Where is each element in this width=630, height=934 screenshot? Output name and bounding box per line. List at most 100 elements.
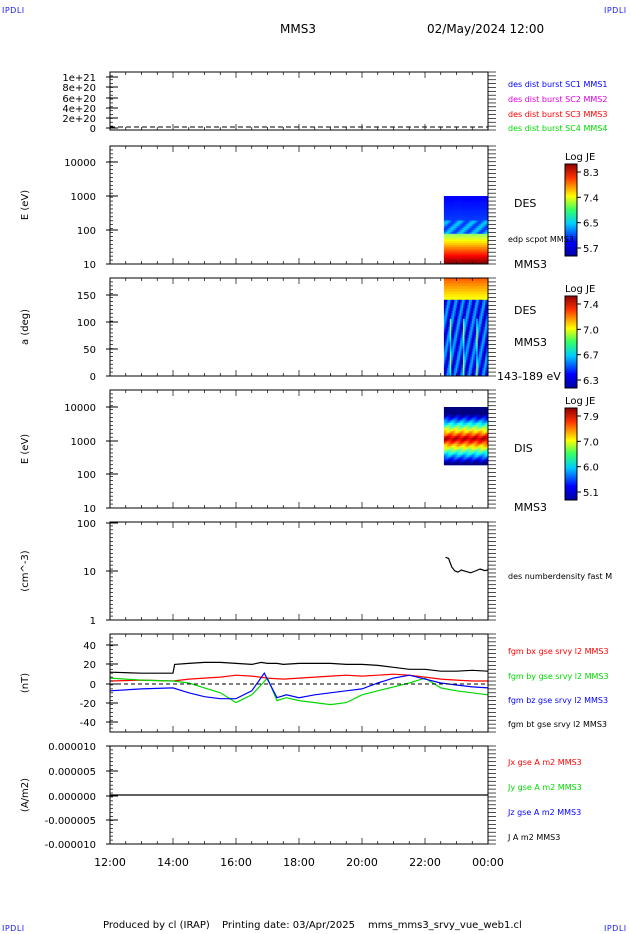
heatmap-cell — [485, 252, 487, 255]
heatmap-cell — [458, 440, 461, 443]
heatmap-cell — [458, 220, 461, 223]
heatmap-cell — [445, 327, 448, 331]
heatmap-cell — [465, 280, 468, 284]
heatmap-cell — [454, 258, 456, 261]
heatmap-cell — [464, 408, 467, 411]
heatmap-cell — [486, 283, 489, 287]
heatmap-cell — [461, 305, 464, 309]
heatmap-cell — [483, 416, 486, 419]
heatmap-cell — [448, 408, 451, 411]
heatmap-cell — [455, 283, 458, 287]
heatmap-cell — [449, 245, 452, 248]
heatmap-cell — [483, 367, 486, 371]
heatmap-cell — [449, 439, 452, 442]
heatmap-cell — [463, 455, 465, 458]
heatmap-cell — [454, 324, 456, 328]
heatmap-cell — [477, 233, 480, 236]
heatmap-cell — [479, 447, 481, 450]
heatmap-cell — [452, 207, 455, 210]
heatmap-cell — [479, 458, 481, 461]
heatmap-cell — [486, 250, 489, 253]
heatmap-cell — [458, 415, 461, 417]
heatmap-cell — [452, 297, 455, 301]
heatmap-cell — [473, 351, 476, 355]
heatmap-cell — [471, 463, 474, 466]
heatmap-cell — [476, 455, 479, 458]
heatmap-cell — [461, 247, 464, 250]
heatmap-cell — [463, 205, 465, 208]
heatmap-cell — [443, 427, 446, 430]
heatmap-cell — [479, 291, 481, 295]
heatmap-cell — [455, 250, 458, 253]
heatmap-cell — [482, 351, 484, 355]
heatmap-cell — [443, 245, 446, 248]
heatmap-cell — [485, 415, 487, 417]
heatmap-cell — [477, 324, 480, 328]
heatmap-cell — [451, 230, 454, 233]
heatmap-cell — [455, 291, 458, 295]
heatmap-cell — [483, 429, 486, 432]
heatmap-cell — [451, 254, 454, 257]
heatmap-cell — [486, 220, 489, 223]
heatmap-cell — [467, 254, 470, 257]
heatmap-cell — [474, 407, 477, 409]
heatmap-cell — [470, 408, 473, 411]
heatmap-cell — [464, 453, 467, 456]
heatmap-cell — [473, 416, 476, 419]
heatmap-cell — [476, 340, 479, 344]
heatmap-cell — [464, 286, 467, 290]
heatmap-cell — [480, 343, 483, 347]
heatmap-cell — [460, 343, 462, 347]
heatmap-cell — [486, 286, 489, 290]
heatmap-cell — [452, 421, 455, 424]
legend-entry: des numberdensity fast M — [508, 572, 612, 581]
heatmap-cell — [452, 445, 455, 448]
heatmap-cell — [463, 278, 465, 282]
heatmap-cell — [471, 228, 474, 231]
heatmap-cell — [454, 318, 456, 322]
heatmap-cell — [476, 423, 479, 426]
heatmap-cell — [479, 416, 481, 419]
heatmap-cell — [460, 288, 462, 292]
heatmap-cell — [467, 241, 470, 244]
heatmap-cell — [467, 291, 470, 295]
heatmap-cell — [460, 243, 462, 246]
heatmap-cell — [460, 332, 462, 336]
heatmap-cell — [465, 220, 468, 223]
heatmap-cell — [455, 439, 458, 442]
heatmap-cell — [443, 448, 446, 451]
heatmap-cell — [467, 456, 470, 459]
heatmap-cell — [457, 444, 459, 446]
heatmap-cell — [452, 280, 455, 284]
heatmap-cell — [458, 432, 461, 435]
heatmap-cell — [485, 365, 487, 369]
heatmap-cell — [445, 258, 448, 261]
heatmap-cell — [458, 452, 461, 455]
heatmap-cell — [470, 283, 473, 287]
heatmap-cell — [446, 256, 449, 259]
heatmap-cell — [473, 313, 476, 317]
heatmap-cell — [464, 307, 467, 311]
heatmap-cell — [467, 213, 470, 216]
heatmap-cell — [458, 439, 461, 442]
heatmap-cell — [474, 197, 477, 201]
heatmap-cell — [467, 463, 470, 466]
heatmap-cell — [468, 335, 471, 339]
heatmap-cell — [445, 432, 448, 435]
heatmap-cell — [461, 205, 464, 208]
heatmap-cell — [486, 288, 489, 292]
heatmap-cell — [458, 199, 461, 202]
heatmap-cell — [455, 413, 458, 416]
heatmap-cell — [465, 241, 468, 244]
heatmap-cell — [480, 203, 483, 206]
heatmap-cell — [473, 197, 476, 201]
heatmap-cell — [470, 262, 473, 265]
heatmap-cell — [474, 211, 477, 214]
heatmap-cell — [457, 248, 459, 252]
heatmap-cell — [454, 233, 456, 236]
heatmap-cell — [454, 211, 456, 214]
heatmap-cell — [448, 222, 451, 225]
heatmap-cell — [468, 362, 471, 366]
heatmap-cell — [486, 348, 489, 352]
heatmap-cell — [449, 310, 452, 314]
